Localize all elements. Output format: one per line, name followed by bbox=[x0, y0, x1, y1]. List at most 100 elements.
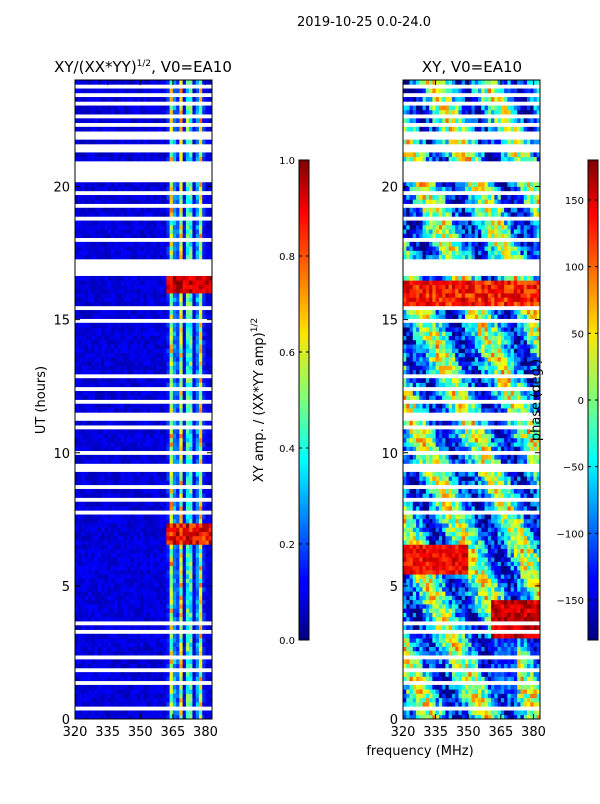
heatmap-cell bbox=[150, 493, 154, 498]
colorbar-tick-label: 0.6 bbox=[279, 348, 295, 359]
heatmap-cell bbox=[160, 246, 164, 251]
heatmap-cell bbox=[196, 344, 200, 349]
heatmap-cell bbox=[104, 527, 108, 532]
heatmap-cell bbox=[127, 353, 131, 358]
heatmap-cell bbox=[183, 442, 187, 447]
heatmap-cell bbox=[179, 97, 183, 102]
heatmap-cell bbox=[117, 340, 121, 345]
heatmap-cell bbox=[163, 157, 167, 162]
heatmap-cell bbox=[192, 710, 196, 715]
heatmap-cell bbox=[130, 472, 134, 477]
heatmap-cell bbox=[196, 523, 200, 528]
heatmap-cell bbox=[173, 557, 177, 562]
heatmap-cell bbox=[202, 536, 206, 541]
heatmap-cell bbox=[173, 523, 177, 528]
heatmap-cell bbox=[130, 638, 134, 643]
heatmap-cell bbox=[134, 195, 138, 200]
heatmap-cell bbox=[186, 323, 190, 328]
heatmap-cell bbox=[199, 536, 203, 541]
colorbar-tick-label: 0.8 bbox=[279, 252, 295, 263]
heatmap-cell bbox=[160, 651, 164, 656]
heatmap-cell bbox=[186, 515, 190, 520]
heatmap-cell bbox=[137, 459, 141, 464]
heatmap-cell bbox=[111, 532, 115, 537]
heatmap-cell bbox=[173, 310, 177, 315]
heatmap-cell bbox=[127, 442, 131, 447]
heatmap-cell bbox=[137, 140, 141, 145]
heatmap-cell bbox=[124, 327, 128, 332]
heatmap-cell bbox=[157, 489, 161, 494]
heatmap-cell bbox=[186, 199, 190, 204]
heatmap-cell bbox=[205, 519, 209, 524]
heatmap-cell bbox=[183, 429, 187, 434]
heatmap-cell bbox=[504, 702, 508, 707]
heatmap-cell bbox=[137, 348, 141, 353]
heatmap-cell bbox=[186, 638, 190, 643]
heatmap-cell bbox=[85, 323, 89, 328]
heatmap-cell bbox=[147, 693, 151, 698]
heatmap-cell bbox=[101, 583, 105, 588]
heatmap-cell bbox=[144, 361, 148, 366]
heatmap-cell bbox=[75, 89, 79, 94]
heatmap-cell bbox=[78, 242, 82, 247]
heatmap-cell bbox=[163, 361, 167, 366]
heatmap-cell bbox=[82, 421, 86, 426]
heatmap-cell bbox=[527, 693, 531, 698]
heatmap-cell bbox=[517, 698, 521, 703]
y-tick-label: 15 bbox=[53, 314, 70, 329]
heatmap-cell bbox=[150, 289, 154, 294]
heatmap-cell bbox=[85, 570, 89, 575]
heatmap-cell bbox=[527, 672, 531, 677]
heatmap-cell bbox=[82, 199, 86, 204]
heatmap-cell bbox=[186, 604, 190, 609]
heatmap-cell bbox=[104, 242, 108, 247]
heatmap-cell bbox=[144, 106, 148, 111]
heatmap-cell bbox=[176, 489, 180, 494]
heatmap-cell bbox=[176, 685, 180, 690]
heatmap-cell bbox=[199, 442, 203, 447]
heatmap-cell bbox=[137, 553, 141, 558]
heatmap-cell bbox=[85, 378, 89, 383]
heatmap-cell bbox=[176, 421, 180, 426]
heatmap-cell bbox=[121, 110, 125, 115]
heatmap-cell bbox=[157, 617, 161, 622]
heatmap-cell bbox=[91, 246, 95, 251]
heatmap-cell bbox=[192, 532, 196, 537]
heatmap-cell bbox=[491, 693, 495, 698]
heatmap-cell bbox=[192, 229, 196, 234]
heatmap-cell bbox=[527, 702, 531, 707]
heatmap-cell bbox=[183, 472, 187, 477]
heatmap-cell bbox=[196, 480, 200, 485]
heatmap-cell bbox=[160, 280, 164, 285]
heatmap-cell bbox=[98, 574, 102, 579]
heatmap-cell bbox=[183, 370, 187, 375]
heatmap-cell bbox=[117, 280, 121, 285]
heatmap-cell bbox=[130, 591, 134, 596]
heatmap-cell bbox=[98, 199, 102, 204]
heatmap-cell bbox=[153, 557, 157, 562]
heatmap-cell bbox=[170, 293, 174, 298]
heatmap-cell bbox=[91, 199, 95, 204]
heatmap-cell bbox=[527, 698, 531, 703]
heatmap-cell bbox=[189, 480, 193, 485]
heatmap-cell bbox=[108, 664, 112, 669]
heatmap-cell bbox=[137, 544, 141, 549]
heatmap-cell bbox=[91, 327, 95, 332]
heatmap-cell bbox=[101, 250, 105, 255]
heatmap-cell bbox=[192, 570, 196, 575]
heatmap-cell bbox=[183, 540, 187, 545]
heatmap-cell bbox=[85, 391, 89, 396]
heatmap-cell bbox=[179, 489, 183, 494]
heatmap-cell bbox=[144, 676, 148, 681]
heatmap-cell bbox=[524, 685, 528, 690]
heatmap-cell bbox=[147, 685, 151, 690]
heatmap-cell bbox=[130, 604, 134, 609]
heatmap-cell bbox=[88, 391, 92, 396]
heatmap-cell bbox=[166, 327, 170, 332]
heatmap-cell bbox=[137, 429, 141, 434]
heatmap-cell bbox=[104, 382, 108, 387]
heatmap-cell bbox=[196, 519, 200, 524]
heatmap-cell bbox=[124, 600, 128, 605]
heatmap-cell bbox=[85, 370, 89, 375]
heatmap-cell bbox=[137, 442, 141, 447]
